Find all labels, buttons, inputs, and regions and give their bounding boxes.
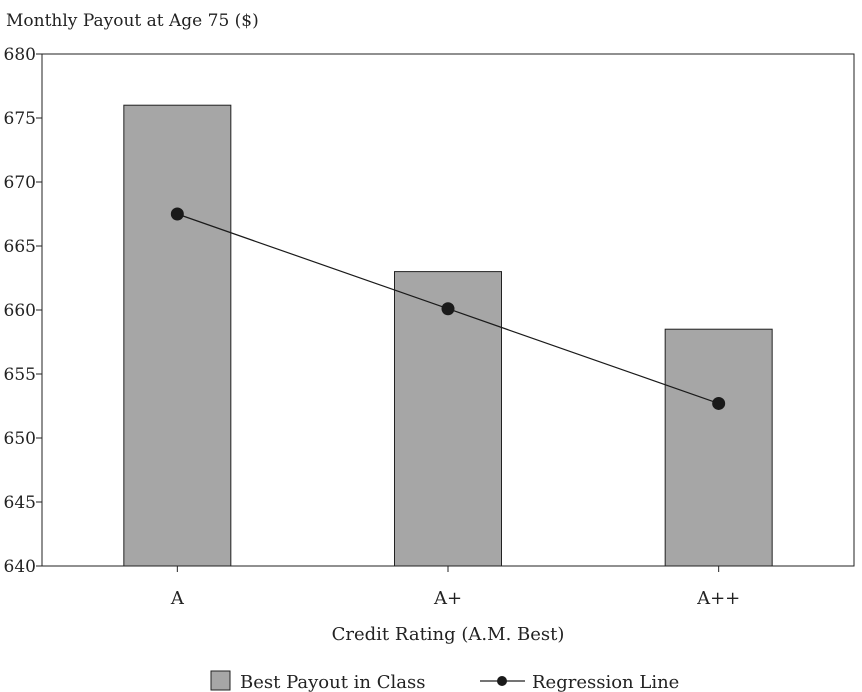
y-tick-label: 645 bbox=[4, 493, 36, 513]
y-tick-label: 675 bbox=[4, 109, 36, 129]
y-tick-label: 665 bbox=[4, 237, 36, 257]
y-axis: 640 645 650 655 660 665 670 675 680 bbox=[4, 45, 42, 577]
y-tick-label: 655 bbox=[4, 365, 36, 385]
y-tick-label: 680 bbox=[4, 45, 36, 65]
regression-point bbox=[170, 207, 184, 221]
regression-point bbox=[712, 396, 726, 410]
y-tick-label: 660 bbox=[4, 301, 36, 321]
y-axis-title: Monthly Payout at Age 75 ($) bbox=[6, 11, 259, 31]
legend-bar-swatch bbox=[210, 670, 231, 691]
legend-bar-label: Best Payout in Class bbox=[240, 672, 425, 692]
bar-aplus bbox=[394, 271, 502, 567]
y-tick-label: 650 bbox=[4, 429, 36, 449]
y-tick-label: 670 bbox=[4, 173, 36, 193]
x-axis: A A+ A++ bbox=[170, 566, 740, 609]
x-tick-label: A++ bbox=[696, 588, 740, 609]
bar-a bbox=[123, 104, 232, 567]
bar-aplusplus bbox=[664, 328, 773, 567]
x-tick-label: A bbox=[170, 588, 185, 609]
legend-line-marker bbox=[497, 676, 507, 686]
regression-point bbox=[441, 302, 455, 316]
legend-line-label: Regression Line bbox=[532, 672, 679, 692]
x-tick-label: A+ bbox=[433, 588, 462, 609]
regression-line-series bbox=[170, 207, 726, 410]
bars bbox=[123, 104, 773, 567]
x-axis-title: Credit Rating (A.M. Best) bbox=[332, 624, 565, 645]
legend: Best Payout in Class Regression Line bbox=[210, 670, 679, 692]
y-tick-label: 640 bbox=[4, 557, 36, 577]
